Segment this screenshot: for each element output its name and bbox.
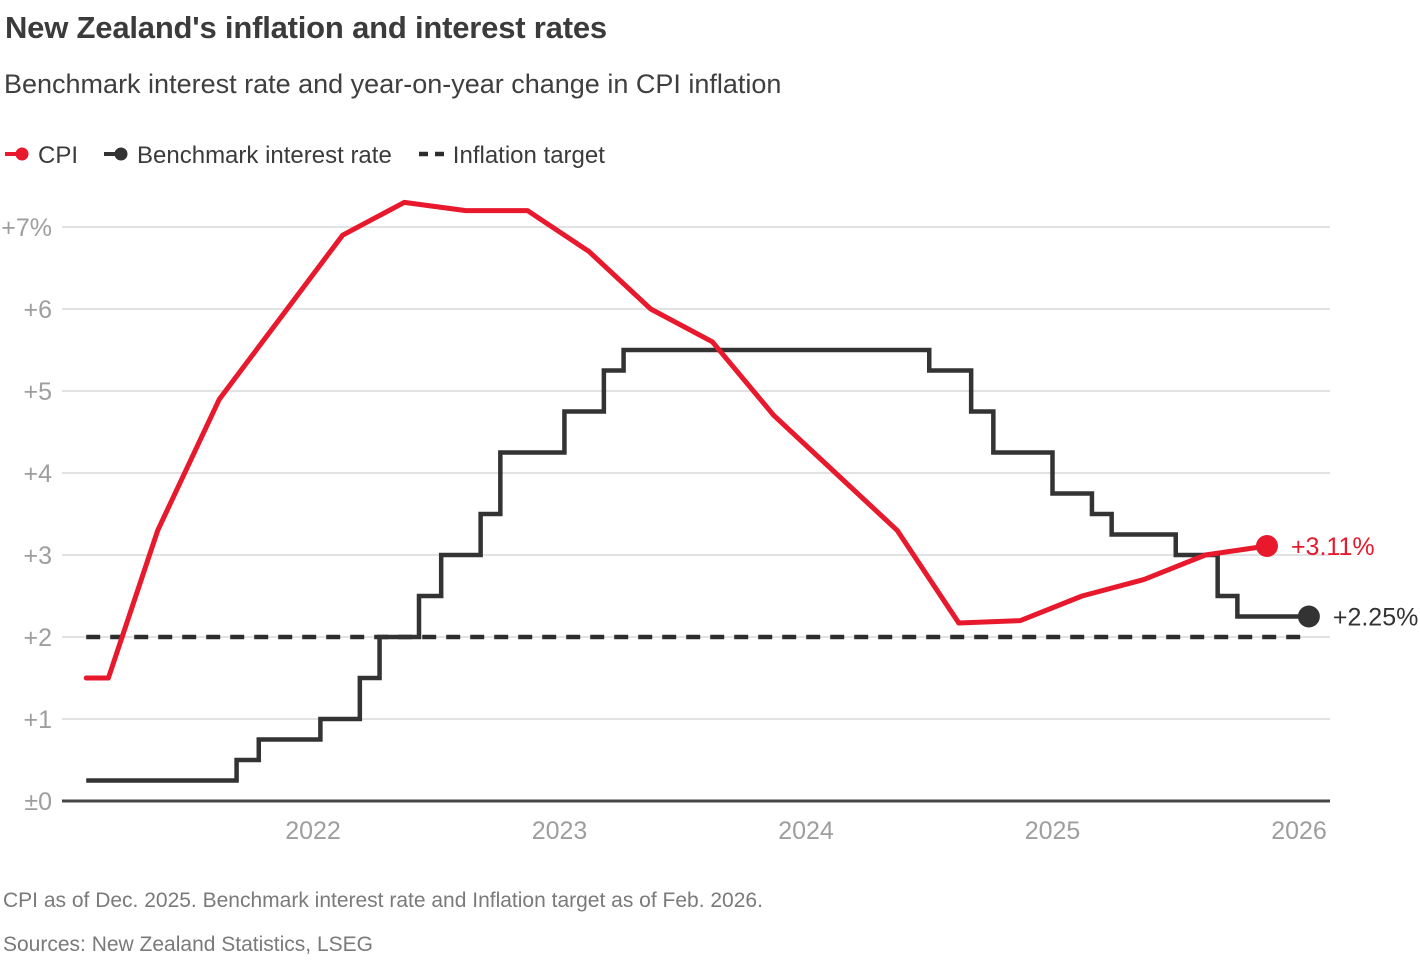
- svg-text:2024: 2024: [778, 817, 834, 845]
- svg-text:+2: +2: [23, 624, 52, 652]
- svg-text:+3.11%: +3.11%: [1291, 533, 1375, 561]
- line-chart: ±0 +1 +2 +3 +4 +5 +6 +7% 2022 2023 2024 2025 2026 +3.…: [1, 199, 1419, 845]
- sources: Sources: New Zealand Statistics, LSEG: [3, 933, 373, 956]
- svg-text:+6: +6: [23, 296, 52, 324]
- svg-text:±0: ±0: [24, 788, 52, 816]
- legend-item-inflation-target: Inflation target: [418, 142, 605, 170]
- legend: CPI Benchmark interest rate Inflation ta…: [5, 142, 605, 170]
- chart-area: ±0 +1 +2 +3 +4 +5 +6 +7% 2022 2023 2024 2025 2026 +3.…: [0, 190, 1420, 862]
- svg-text:+5: +5: [23, 378, 52, 406]
- legend-label-inflation-target: Inflation target: [452, 142, 605, 169]
- inflation-target-dashes-icon: [418, 142, 445, 170]
- legend-item-benchmark: Benchmark interest rate: [104, 142, 392, 170]
- svg-text:2025: 2025: [1025, 817, 1081, 845]
- cpi-line-dot-icon: [5, 142, 30, 170]
- svg-text:+7%: +7%: [1, 214, 52, 242]
- svg-text:2026: 2026: [1271, 817, 1327, 845]
- footnote: CPI as of Dec. 2025. Benchmark interest …: [3, 889, 763, 912]
- svg-text:+3: +3: [23, 542, 52, 570]
- page-subtitle: Benchmark interest rate and year-on-year…: [4, 69, 782, 99]
- legend-label-benchmark: Benchmark interest rate: [137, 142, 392, 169]
- svg-text:2022: 2022: [285, 817, 341, 845]
- svg-text:+4: +4: [23, 460, 52, 488]
- svg-text:+1: +1: [23, 706, 52, 734]
- svg-text:+2.25%: +2.25%: [1333, 604, 1419, 632]
- benchmark-line-dot-icon: [104, 142, 129, 170]
- svg-text:2023: 2023: [532, 817, 588, 845]
- legend-label-cpi: CPI: [38, 142, 79, 169]
- page-title: New Zealand's inflation and interest rat…: [5, 10, 607, 45]
- legend-item-cpi: CPI: [5, 142, 78, 170]
